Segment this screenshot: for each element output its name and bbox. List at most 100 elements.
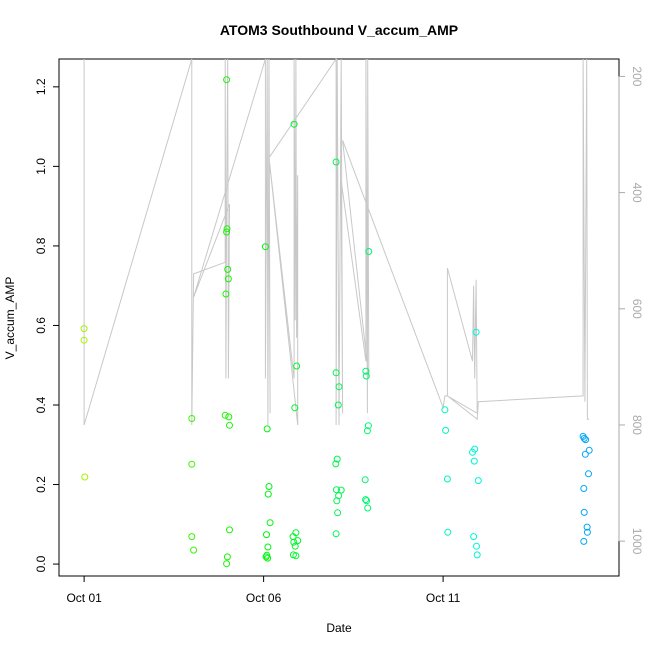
- data-point: [225, 413, 233, 421]
- y-tick-label: 0.8: [34, 237, 48, 254]
- data-point: [81, 473, 89, 481]
- data-point: [223, 553, 231, 561]
- depth-trace: [83, 57, 590, 426]
- data-point: [582, 436, 590, 444]
- data-point: [222, 290, 230, 298]
- data-point: [223, 228, 231, 236]
- data-point: [443, 475, 451, 483]
- data-point: [583, 528, 591, 536]
- x-tick-label: Oct 11: [426, 591, 461, 605]
- data-point: [333, 486, 340, 494]
- data-point: [188, 460, 196, 468]
- y-axis: 0.0 0.2 0.4 0.6 0.8 1.0 1.2: [34, 78, 60, 572]
- data-point: [334, 401, 342, 409]
- data-point: [362, 372, 370, 380]
- y-right-tick-label: 800: [630, 415, 644, 435]
- y-tick-label: 1.2: [34, 78, 48, 95]
- data-point: [473, 542, 480, 550]
- data-point: [190, 546, 198, 554]
- data-point: [362, 367, 370, 375]
- data-point: [264, 490, 272, 498]
- data-point: [265, 483, 273, 490]
- data-point: [441, 406, 449, 414]
- data-point: [224, 265, 232, 273]
- y-right-tick-label: 1000: [630, 528, 644, 555]
- data-point: [474, 477, 482, 485]
- data-point: [364, 422, 372, 430]
- data-point: [290, 120, 298, 128]
- chart-title: ATOM3 Southbound V_accum_AMP: [220, 22, 458, 38]
- data-point: [292, 552, 300, 560]
- x-axis-label: Date: [326, 621, 352, 635]
- data-point: [365, 248, 373, 255]
- data-point: [583, 523, 591, 531]
- data-point: [332, 369, 340, 377]
- data-point: [337, 486, 345, 494]
- data-point: [470, 533, 478, 541]
- data-point: [226, 526, 233, 534]
- y-right-tick-label: 600: [630, 299, 644, 319]
- data-point: [293, 362, 301, 370]
- data-point: [262, 553, 270, 561]
- depth-line: [83, 57, 590, 426]
- data-point: [335, 383, 343, 391]
- x-tick-label: Oct 01: [66, 591, 102, 605]
- data-point: [290, 538, 298, 546]
- data-point: [580, 537, 588, 545]
- data-point: [266, 519, 274, 527]
- data-point: [334, 509, 342, 517]
- data-point: [363, 497, 371, 505]
- data-point: [263, 531, 270, 539]
- data-point: [364, 504, 372, 512]
- data-point: [362, 496, 370, 504]
- data-point: [332, 530, 340, 538]
- data-point: [473, 551, 481, 559]
- data-point: [291, 404, 299, 412]
- x-tick-label: Oct 06: [246, 591, 282, 605]
- data-point: [332, 460, 340, 468]
- data-point: [224, 275, 232, 283]
- data-point: [263, 425, 271, 433]
- data-point: [442, 426, 450, 434]
- data-point: [226, 421, 233, 429]
- data-point: [188, 533, 196, 541]
- data-point: [264, 543, 272, 551]
- data-point: [361, 476, 369, 484]
- y-tick-label: 0.4: [34, 396, 48, 413]
- x-axis: Oct 01 Oct 06 Oct 11: [66, 575, 461, 605]
- data-point: [469, 448, 476, 456]
- y-right-tick-label: 400: [630, 183, 644, 203]
- y-axis-right: 200 400 600 800 1000: [618, 66, 644, 555]
- data-point: [585, 470, 592, 478]
- data-point: [472, 328, 480, 336]
- data-point: [333, 455, 341, 463]
- y-right-tick-label: 200: [630, 66, 644, 86]
- y-tick-label: 0.0: [34, 555, 48, 572]
- y-tick-label: 1.0: [34, 158, 48, 175]
- y-tick-label: 0.6: [34, 317, 48, 334]
- y-axis-label: V_accum_AMP: [3, 277, 17, 360]
- data-point: [332, 158, 340, 166]
- data-point: [223, 225, 231, 233]
- data-point: [294, 537, 302, 545]
- data-point: [580, 434, 588, 442]
- data-point: [80, 325, 88, 333]
- data-point: [444, 528, 452, 536]
- data-point: [581, 450, 589, 458]
- data-point: [223, 76, 231, 84]
- data-point: [261, 243, 269, 251]
- data-point: [470, 457, 478, 465]
- data-point: [580, 508, 588, 516]
- data-point: [221, 411, 229, 419]
- data-point: [333, 497, 341, 505]
- data-point: [80, 336, 88, 344]
- data-point: [188, 415, 196, 422]
- data-point: [264, 554, 272, 562]
- data-point: [585, 446, 593, 454]
- data-point: [291, 542, 299, 550]
- data-point: [363, 427, 371, 435]
- data-point: [580, 485, 588, 492]
- y-tick-label: 0.2: [34, 476, 48, 493]
- data-point: [223, 560, 231, 568]
